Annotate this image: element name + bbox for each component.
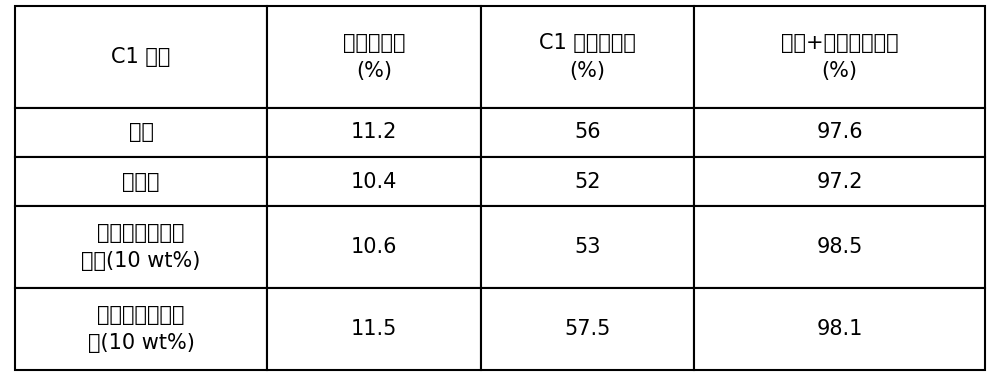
Text: 97.2: 97.2 <box>816 171 863 192</box>
Bar <box>15 288 267 370</box>
Text: 56: 56 <box>574 122 601 143</box>
Bar <box>15 157 267 206</box>
Text: 多聚甲醛的甲醇
溶液(10 wt%): 多聚甲醛的甲醇 溶液(10 wt%) <box>81 223 201 271</box>
Text: 11.5: 11.5 <box>351 319 397 339</box>
Bar <box>267 6 481 108</box>
Text: 57.5: 57.5 <box>564 319 610 339</box>
Bar <box>694 6 985 108</box>
Text: 98.5: 98.5 <box>816 237 863 257</box>
Bar <box>481 157 694 206</box>
Text: 乙苯+苯乙烯选择性
(%): 乙苯+苯乙烯选择性 (%) <box>781 33 898 81</box>
Bar <box>694 108 985 157</box>
Text: 甲苯转化率
(%): 甲苯转化率 (%) <box>343 33 405 81</box>
Bar <box>267 206 481 288</box>
Text: 甲醇: 甲醇 <box>129 122 154 143</box>
Bar <box>267 157 481 206</box>
Bar <box>481 108 694 157</box>
Bar <box>694 206 985 288</box>
Bar <box>15 6 267 108</box>
Text: 97.6: 97.6 <box>816 122 863 143</box>
Bar <box>481 6 694 108</box>
Text: 10.4: 10.4 <box>351 171 397 192</box>
Bar <box>694 288 985 370</box>
Bar <box>267 288 481 370</box>
Text: 甲缩醛: 甲缩醛 <box>122 171 160 192</box>
Text: C1 原料利用率
(%): C1 原料利用率 (%) <box>539 33 636 81</box>
Text: 11.2: 11.2 <box>351 122 397 143</box>
Text: 10.6: 10.6 <box>351 237 397 257</box>
Text: 53: 53 <box>574 237 601 257</box>
Text: 甲缩醛的甲醇溶
液(10 wt%): 甲缩醛的甲醇溶 液(10 wt%) <box>88 305 195 353</box>
Bar <box>15 108 267 157</box>
Bar <box>481 288 694 370</box>
Text: C1 原料: C1 原料 <box>111 47 171 67</box>
Bar <box>694 157 985 206</box>
Bar <box>267 108 481 157</box>
Bar <box>15 206 267 288</box>
Text: 52: 52 <box>574 171 601 192</box>
Bar <box>481 206 694 288</box>
Text: 98.1: 98.1 <box>816 319 863 339</box>
